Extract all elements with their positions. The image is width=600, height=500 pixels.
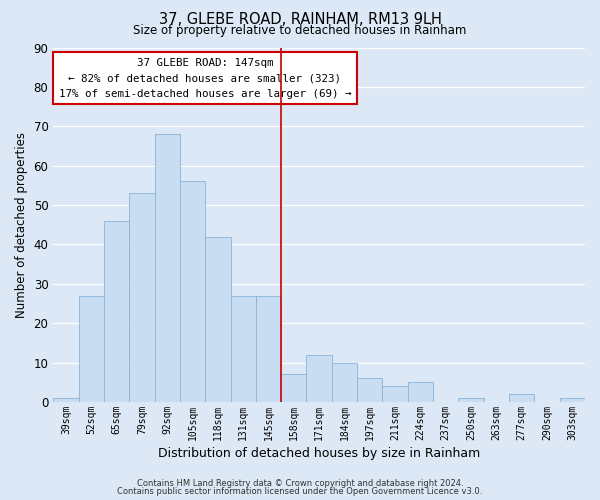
Bar <box>408 382 433 402</box>
Bar <box>129 194 155 402</box>
Text: Size of property relative to detached houses in Rainham: Size of property relative to detached ho… <box>133 24 467 37</box>
Text: 37 GLEBE ROAD: 147sqm
← 82% of detached houses are smaller (323)
17% of semi-det: 37 GLEBE ROAD: 147sqm ← 82% of detached … <box>59 58 351 98</box>
Bar <box>180 182 205 402</box>
Bar <box>256 296 281 402</box>
Bar <box>509 394 535 402</box>
Bar <box>104 221 129 402</box>
Bar <box>281 374 307 402</box>
Bar <box>357 378 382 402</box>
Bar <box>382 386 408 402</box>
Text: Contains public sector information licensed under the Open Government Licence v3: Contains public sector information licen… <box>118 487 482 496</box>
Bar <box>458 398 484 402</box>
Bar <box>53 398 79 402</box>
Bar <box>155 134 180 402</box>
Bar <box>79 296 104 402</box>
Bar <box>205 236 230 402</box>
X-axis label: Distribution of detached houses by size in Rainham: Distribution of detached houses by size … <box>158 447 480 460</box>
Bar <box>307 355 332 402</box>
Y-axis label: Number of detached properties: Number of detached properties <box>15 132 28 318</box>
Text: 37, GLEBE ROAD, RAINHAM, RM13 9LH: 37, GLEBE ROAD, RAINHAM, RM13 9LH <box>158 12 442 28</box>
Bar <box>560 398 585 402</box>
Bar <box>332 362 357 402</box>
Bar <box>230 296 256 402</box>
Text: Contains HM Land Registry data © Crown copyright and database right 2024.: Contains HM Land Registry data © Crown c… <box>137 479 463 488</box>
